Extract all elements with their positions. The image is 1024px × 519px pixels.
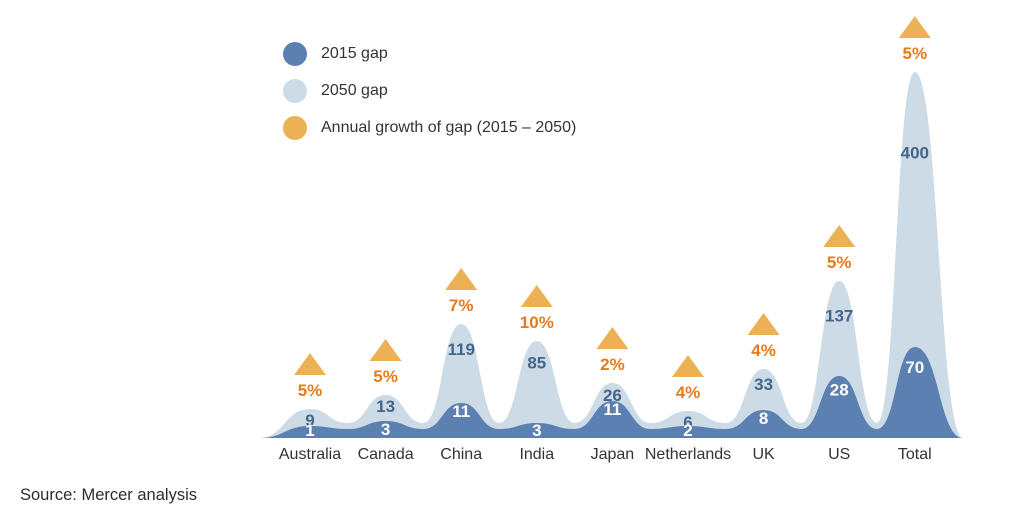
value-label-2050: 26	[603, 386, 622, 405]
growth-label: 10%	[520, 313, 554, 332]
value-label-2050: 9	[305, 411, 314, 430]
legend-growth-swatch-icon	[283, 116, 307, 140]
growth-label: 4%	[676, 383, 701, 402]
growth-triangle-icon	[445, 268, 478, 290]
legend-growth-label: Annual growth of gap (2015 – 2050)	[321, 119, 577, 136]
value-label-2050: 119	[447, 340, 474, 359]
category-label: India	[519, 446, 554, 463]
growth-label: 4%	[751, 341, 776, 360]
value-label-2050: 13	[376, 397, 395, 416]
category-label: China	[440, 446, 482, 463]
value-label-2050: 137	[825, 307, 853, 326]
area-2050-gap	[259, 72, 963, 438]
area-2015-gap	[259, 347, 963, 438]
growth-triangle-icon	[898, 16, 931, 38]
legend-item-growth: Annual growth of gap (2015 – 2050)	[283, 116, 576, 140]
value-label-2050: 400	[901, 144, 929, 163]
growth-triangle-icon	[747, 313, 780, 335]
growth-label: 5%	[903, 44, 928, 63]
value-label-2015: 28	[830, 381, 849, 400]
value-label-2015: 70	[905, 358, 924, 377]
growth-triangle-icon	[369, 339, 402, 361]
value-label-2015: 3	[532, 421, 541, 440]
value-label-2015: 3	[381, 420, 390, 439]
growth-label: 5%	[298, 381, 323, 400]
category-label: Japan	[591, 446, 635, 463]
value-label-2050: 6	[683, 413, 692, 432]
category-label: Total	[898, 446, 932, 463]
growth-label: 5%	[827, 253, 852, 272]
legend-2015-label: 2015 gap	[321, 45, 388, 62]
legend: 2015 gap 2050 gap Annual growth of gap (…	[283, 42, 576, 153]
value-label-2050: 85	[527, 353, 546, 372]
legend-2015-swatch-icon	[283, 42, 307, 66]
legend-item-2050: 2050 gap	[283, 79, 576, 103]
legend-2050-swatch-icon	[283, 79, 307, 103]
source-note: Source: Mercer analysis	[20, 486, 197, 504]
value-label-2050: 33	[754, 375, 773, 394]
growth-triangle-icon	[294, 353, 326, 375]
category-label: US	[828, 446, 850, 463]
growth-triangle-icon	[672, 355, 704, 377]
category-label: UK	[752, 446, 775, 463]
value-label-2015: 11	[452, 402, 470, 421]
legend-2050-label: 2050 gap	[321, 82, 388, 99]
category-label: Canada	[358, 446, 414, 463]
legend-item-2015: 2015 gap	[283, 42, 576, 66]
value-label-2015: 1	[305, 421, 314, 440]
value-label-2015: 2	[683, 421, 692, 440]
growth-triangle-icon	[823, 225, 856, 247]
growth-triangle-icon	[596, 327, 629, 349]
growth-label: 5%	[373, 367, 398, 386]
category-label: Australia	[279, 446, 341, 463]
category-label: Netherlands	[645, 446, 731, 463]
growth-triangle-icon	[520, 285, 553, 307]
value-label-2015: 11	[603, 400, 621, 419]
growth-label: 2%	[600, 355, 625, 374]
growth-label: 7%	[449, 296, 474, 315]
value-label-2015: 8	[759, 409, 768, 428]
